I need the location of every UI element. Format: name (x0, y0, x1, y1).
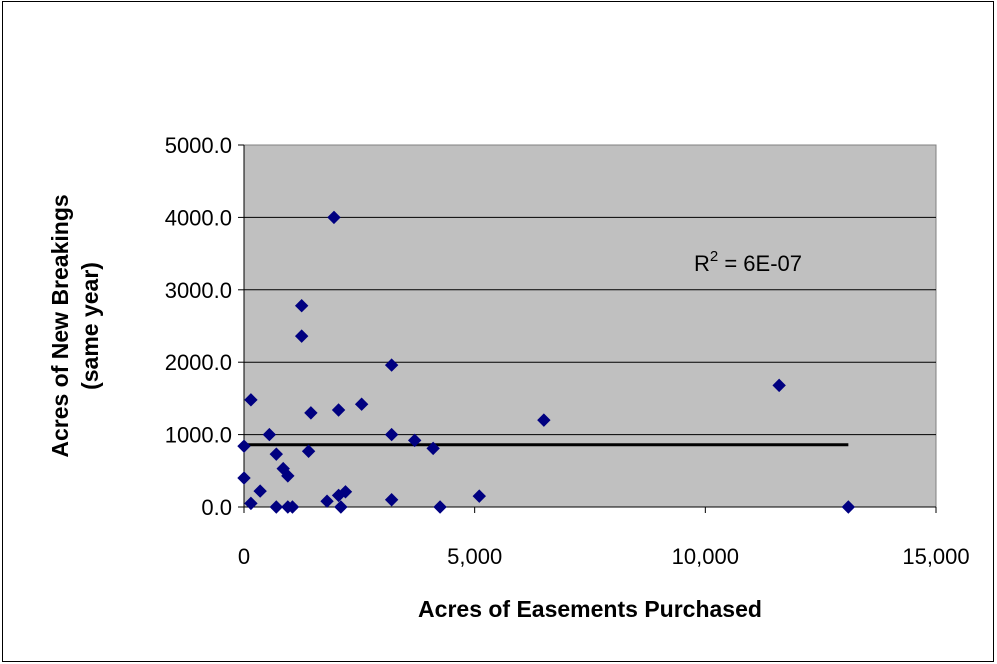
y-tick-label: 1000.0 (165, 423, 232, 448)
r-squared-value: = 6E-07 (718, 251, 802, 276)
data-point (407, 433, 422, 448)
r-squared-base: R (694, 251, 710, 276)
data-point (285, 500, 300, 514)
points-layer (237, 210, 856, 514)
data-point (269, 447, 284, 461)
data-point (320, 494, 334, 508)
data-point (237, 471, 251, 485)
data-point (244, 393, 258, 407)
x-tick-label: 10,000 (672, 544, 739, 569)
data-point (537, 413, 551, 427)
plot-area (243, 144, 937, 508)
data-point (281, 469, 295, 483)
data-point (237, 439, 251, 453)
data-point (384, 427, 399, 442)
data-point (262, 427, 277, 442)
data-point (334, 500, 348, 514)
data-point (426, 441, 440, 456)
y-tick-label: 5000.0 (165, 133, 232, 158)
y-axis: 0.0 1000.0 2000.0 3000.0 4000.0 5000.0 (165, 133, 245, 520)
data-point (472, 489, 486, 503)
r-squared-annotation: R2 = 6E-07 (694, 248, 802, 276)
x-axis: 0 5,000 10,000 15,000 (238, 506, 970, 569)
data-point (841, 500, 856, 514)
data-point (384, 493, 399, 507)
data-point (294, 329, 309, 343)
x-tick-label: 5,000 (447, 544, 502, 569)
data-point (433, 500, 447, 514)
y-axis-title-line2: (same year) (77, 262, 103, 390)
data-point (331, 403, 346, 417)
data-point (384, 358, 399, 372)
data-point (244, 496, 258, 511)
r-squared-exponent: 2 (710, 248, 718, 265)
x-tick-label: 15,000 (902, 544, 969, 569)
data-point (301, 444, 316, 458)
y-axis-title: Acres of New Breakings (same year) (47, 194, 103, 457)
data-point (269, 500, 284, 514)
x-tick-label: 0 (238, 544, 250, 569)
data-point (354, 397, 369, 411)
y-tick-label: 4000.0 (165, 205, 232, 230)
x-axis-title: Acres of Easements Purchased (418, 596, 762, 622)
data-point (253, 484, 267, 498)
data-point (338, 485, 353, 499)
y-tick-label: 0.0 (201, 495, 232, 520)
gridlines (244, 216, 936, 436)
y-axis-title-line1: Acres of New Breakings (47, 194, 73, 457)
data-point (294, 299, 309, 313)
data-point (304, 406, 318, 420)
y-tick-label: 3000.0 (165, 278, 232, 303)
data-point (327, 210, 341, 225)
y-tick-label: 2000.0 (165, 350, 232, 375)
data-point (772, 378, 786, 393)
